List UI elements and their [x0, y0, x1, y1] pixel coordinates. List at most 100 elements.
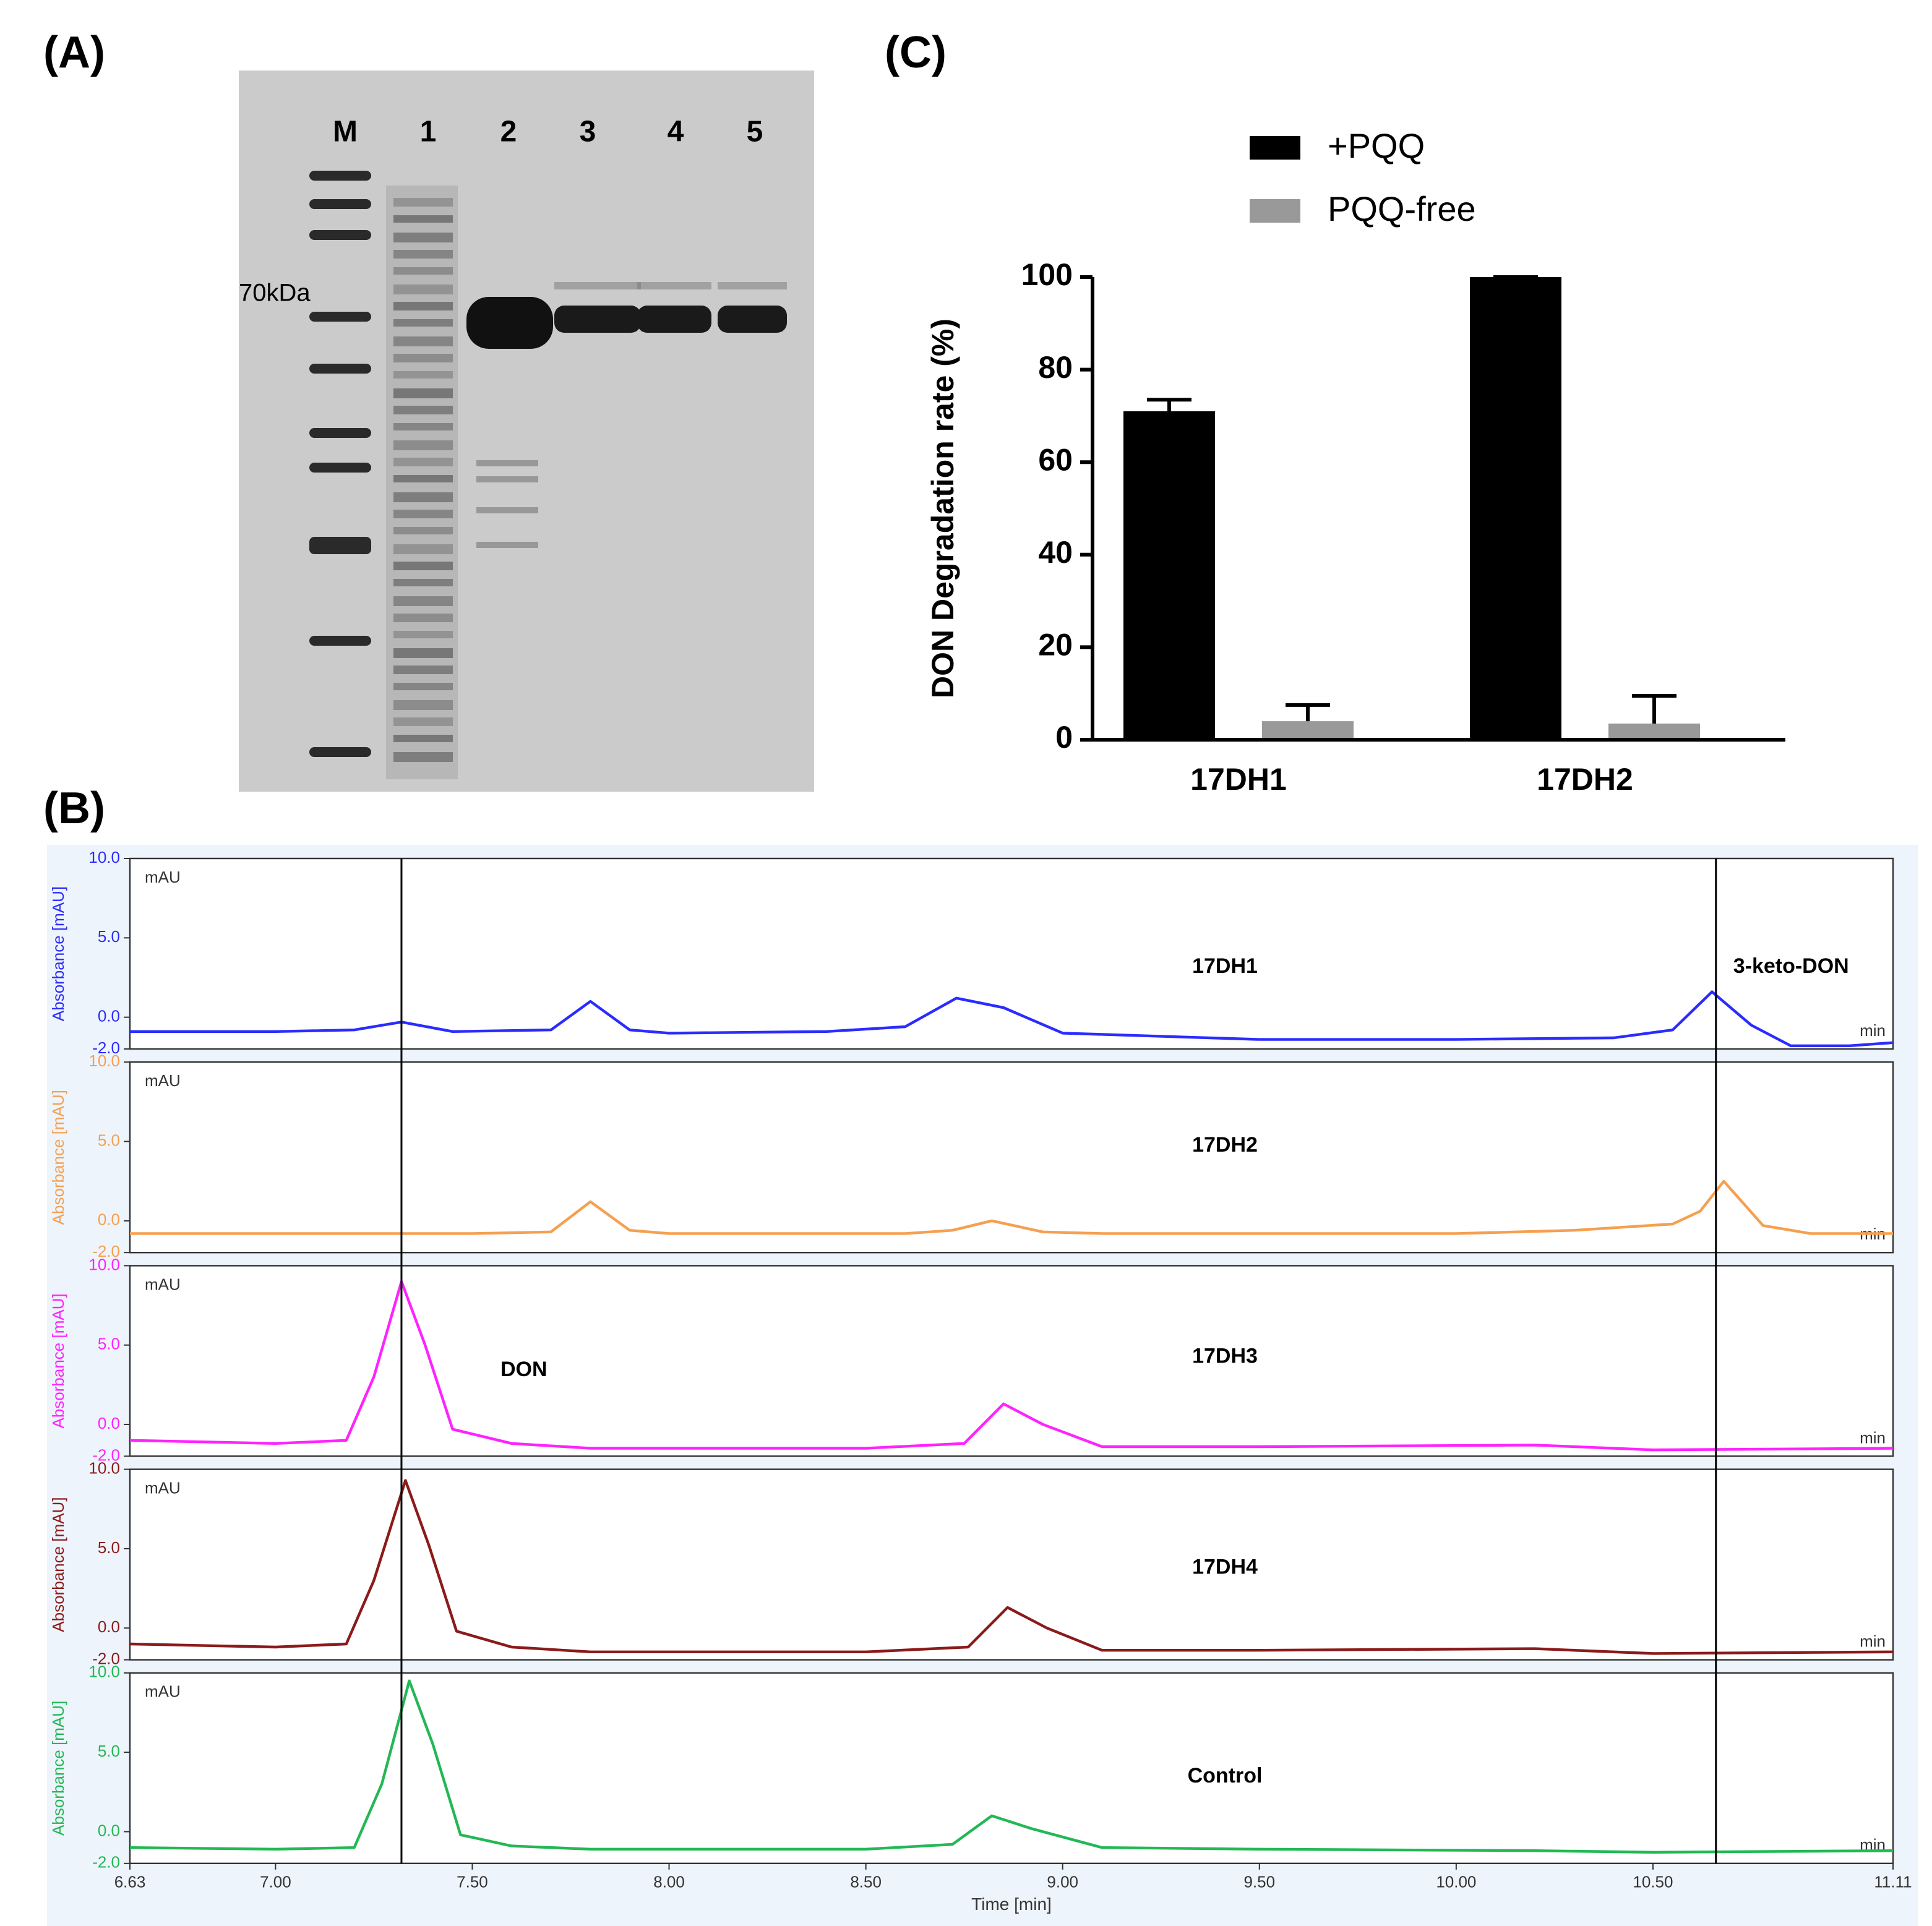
lysate-band — [393, 614, 453, 622]
lysate-band — [393, 700, 453, 710]
lysate-band — [393, 596, 453, 606]
y-axis-label: Absorbance [mAU] — [49, 1293, 67, 1428]
y-tick-label: 0.0 — [98, 1617, 120, 1636]
protein-band — [554, 306, 641, 333]
marker-label: 70kDa — [239, 280, 311, 307]
marker-band — [309, 171, 371, 181]
y-tick-label: 0 — [1055, 720, 1073, 755]
marker-band — [309, 747, 371, 757]
trace-label: 17DH4 — [1192, 1556, 1258, 1579]
plot-frame — [129, 1468, 1894, 1661]
y-tick-label: 5.0 — [98, 1131, 120, 1149]
y-tick-label: 10.0 — [88, 1458, 120, 1477]
lane-label: M — [333, 116, 358, 148]
lane-smear — [386, 186, 458, 779]
lane-label: 5 — [747, 116, 763, 148]
marker-band — [309, 428, 371, 438]
y-tick-label: -2.0 — [92, 1649, 120, 1667]
trace — [129, 1280, 1894, 1452]
lysate-band — [393, 458, 453, 466]
y-tick-label: 5.0 — [98, 1742, 120, 1760]
lysate-band — [393, 267, 453, 275]
error-bar — [1632, 693, 1677, 724]
protein-band — [637, 306, 711, 333]
lysate-band — [393, 510, 453, 518]
y-tick-label: 10.0 — [88, 1051, 120, 1070]
lysate-band — [393, 423, 453, 430]
lysate-band — [393, 717, 453, 726]
unit-label: mAU — [145, 868, 181, 886]
lysate-band — [393, 388, 453, 398]
lysate-band — [393, 198, 453, 207]
y-tick-label: 80 — [1038, 350, 1073, 385]
x-tick-label: 17DH2 — [1537, 762, 1633, 797]
lysate-band — [393, 319, 453, 327]
lysate-band — [393, 371, 453, 379]
lane-label: 3 — [580, 116, 596, 148]
faint-band — [476, 542, 538, 548]
lane-label: 4 — [668, 116, 684, 148]
faint-band — [476, 507, 538, 513]
trace — [130, 990, 1894, 1047]
y-axis-label: DON Degradation rate (%) — [925, 319, 960, 698]
y-axis-label: Absorbance [mAU] — [49, 1090, 67, 1225]
legend-label: PQQ-free — [1328, 189, 1476, 228]
unit-label: mAU — [145, 1478, 181, 1497]
lysate-band — [393, 233, 453, 242]
lysate-band — [393, 648, 453, 658]
y-tick-label: 5.0 — [98, 1335, 120, 1353]
y-tick-label: 40 — [1038, 535, 1073, 570]
x-tick-label: 17DH1 — [1190, 762, 1287, 797]
lysate-band — [393, 492, 453, 502]
y-tick-label: 0.0 — [98, 1210, 120, 1229]
x-tick-label: 10.00 — [1436, 1873, 1476, 1891]
faint-band — [476, 460, 538, 466]
bar — [1123, 411, 1215, 740]
marker-band — [309, 537, 371, 554]
x-tick-label: 7.50 — [457, 1873, 488, 1891]
y-tick-label: -2.0 — [92, 1038, 120, 1057]
trace-label: Control — [1188, 1764, 1263, 1787]
bar — [1608, 723, 1700, 740]
y-axis-label: Absorbance [mAU] — [49, 886, 67, 1021]
gel-bands — [309, 171, 787, 779]
legend-swatch — [1250, 136, 1300, 160]
legend-swatch — [1250, 199, 1300, 223]
faint-band — [476, 476, 538, 482]
panel-label: (B) — [43, 784, 105, 833]
y-tick-label: -2.0 — [92, 1445, 120, 1464]
protein-band — [466, 297, 553, 349]
trace-label: 17DH1 — [1192, 954, 1258, 978]
y-tick-label: 5.0 — [98, 927, 120, 946]
lysate-band — [393, 579, 453, 586]
lysate-band — [393, 735, 453, 742]
plot-frame — [129, 857, 1894, 1050]
marker-band — [309, 230, 371, 240]
x-tick-label: 6.63 — [114, 1873, 146, 1891]
lysate-band — [393, 440, 453, 450]
x-tick-label: 11.11 — [1874, 1873, 1912, 1891]
trace — [129, 1479, 1894, 1655]
lysate-band — [393, 475, 453, 482]
y-tick-label: 0.0 — [98, 1414, 120, 1432]
error-bar — [1286, 703, 1330, 722]
bar — [1470, 277, 1561, 740]
lysate-band — [393, 215, 453, 223]
y-tick-label: -2.0 — [92, 1853, 120, 1872]
lysate-band — [393, 631, 453, 638]
lysate-band — [393, 562, 453, 570]
marker-band — [309, 312, 371, 322]
trace — [129, 1679, 1894, 1854]
y-tick-label: 0.0 — [98, 1821, 120, 1839]
faint-band — [554, 282, 641, 289]
plot-frame — [129, 1061, 1894, 1254]
lysate-band — [393, 354, 453, 362]
marker-band — [309, 636, 371, 646]
x-tick-label: 9.00 — [1047, 1873, 1078, 1891]
panel-label: (A) — [43, 28, 105, 77]
legend-label: +PQQ — [1328, 126, 1425, 165]
y-tick-label: 5.0 — [98, 1538, 120, 1557]
protein-band — [718, 306, 787, 333]
lysate-band — [393, 302, 453, 310]
lysate-band — [393, 527, 453, 534]
